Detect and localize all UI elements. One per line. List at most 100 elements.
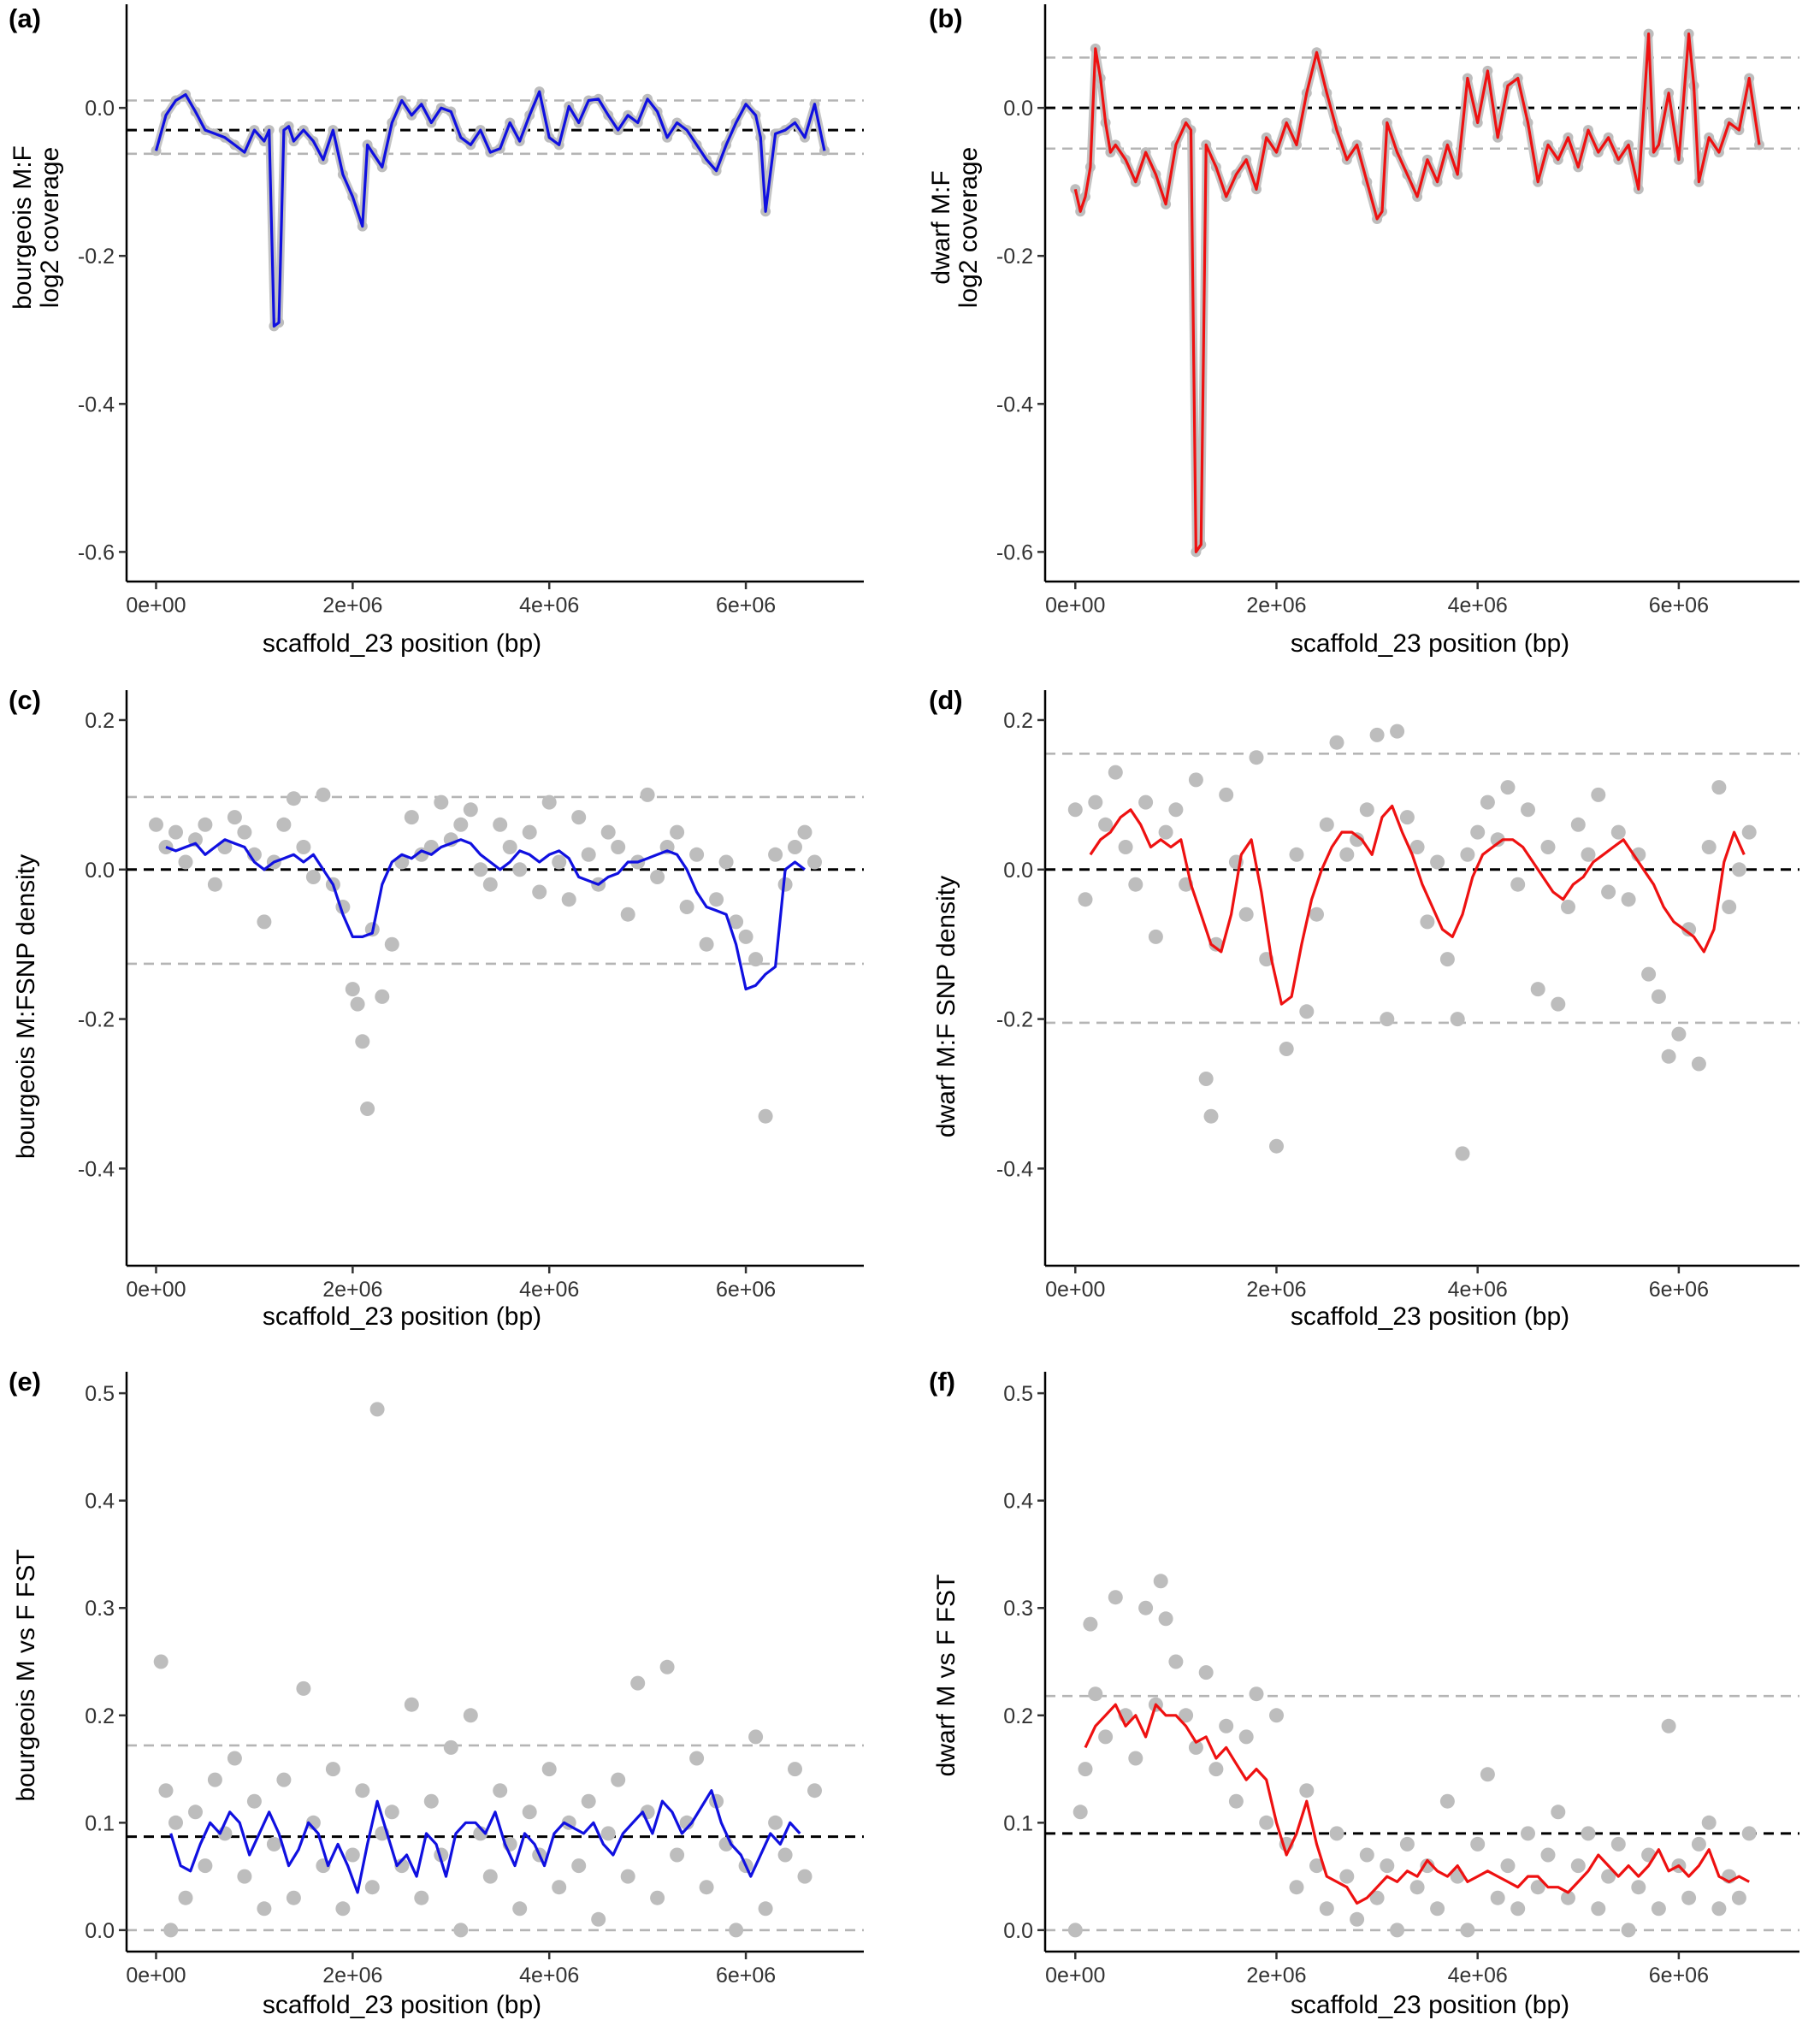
y-axis-title: dwarf M:F SNP density <box>932 876 960 1137</box>
data-point <box>807 1783 822 1799</box>
data-point <box>266 1836 281 1852</box>
data-point <box>1108 1590 1123 1605</box>
data-point <box>434 794 449 810</box>
y-axis-title: dwarf M vs F FST <box>932 1574 960 1777</box>
data-point <box>1551 996 1566 1012</box>
data-point <box>198 817 213 832</box>
data-point <box>1610 824 1626 840</box>
y-tick-label: 0.0 <box>85 97 115 121</box>
data-point <box>1390 1923 1405 1938</box>
x-tick-label: 6e+06 <box>716 594 776 617</box>
data-point <box>1269 1138 1284 1154</box>
data-point <box>305 1815 321 1830</box>
data-point <box>1570 817 1586 832</box>
x-axis-title: scaffold_23 position (bp) <box>263 1302 541 1331</box>
data-point <box>404 1697 419 1712</box>
data-point <box>163 1923 179 1938</box>
data-point <box>807 854 822 870</box>
data-point <box>296 1680 311 1696</box>
data-point <box>1691 1836 1706 1852</box>
data-point <box>611 1772 626 1787</box>
y-tick-label: 0.0 <box>1003 97 1033 121</box>
data-point <box>679 900 694 914</box>
data-point <box>788 1762 802 1777</box>
data-point <box>689 847 705 862</box>
data-point <box>1219 1718 1234 1734</box>
data-point <box>1510 877 1526 892</box>
data-point <box>1581 847 1596 862</box>
data-point <box>1691 1056 1706 1072</box>
y-axis-title-line-2: log2 coverage <box>36 147 64 308</box>
data-point <box>1409 1880 1425 1895</box>
x-tick-label: 4e+06 <box>1448 1964 1508 1988</box>
data-point <box>1581 1826 1596 1841</box>
data-point <box>1540 840 1556 854</box>
data-point <box>1359 1847 1374 1863</box>
data-point <box>384 1804 399 1820</box>
data-point <box>1208 1762 1224 1777</box>
data-point <box>1681 1890 1697 1905</box>
panel-tag: (b) <box>929 3 963 33</box>
data-point <box>423 1793 439 1809</box>
data-point <box>345 1847 360 1863</box>
data-point <box>1490 1890 1505 1905</box>
data-point <box>463 1708 478 1723</box>
data-point <box>1399 810 1415 825</box>
y-tick-label: 0.1 <box>1003 1811 1033 1835</box>
data-point <box>1339 847 1355 862</box>
data-point <box>581 1793 596 1809</box>
data-point <box>198 1858 213 1874</box>
data-point <box>1570 1858 1586 1874</box>
x-tick-label: 0e+00 <box>126 594 186 617</box>
x-tick-label: 0e+00 <box>126 1278 186 1302</box>
data-point <box>541 1762 557 1777</box>
data-point <box>168 824 183 840</box>
x-tick-label: 4e+06 <box>519 594 579 617</box>
data-point <box>571 810 587 825</box>
data-point <box>709 892 724 907</box>
y-tick-label: -0.2 <box>78 245 115 269</box>
data-point <box>758 1108 773 1124</box>
data-point <box>207 877 222 892</box>
data-point <box>699 936 714 952</box>
y-tick-label: 0.4 <box>1003 1490 1033 1514</box>
data-point <box>1078 1762 1093 1777</box>
x-tick-label: 6e+06 <box>1649 594 1709 617</box>
data-point <box>355 1034 370 1049</box>
data-point <box>369 1402 385 1417</box>
data-point <box>149 817 163 832</box>
data-point <box>1390 724 1405 739</box>
data-point <box>522 824 537 840</box>
data-point <box>335 1901 351 1917</box>
chart-e: (e) 0.0 0.1 0.2 0.3 0.4 0.5 0e+00 2e+06 4e+06 6e+… <box>9 1367 864 2019</box>
data-point <box>620 1869 635 1884</box>
data-point <box>394 1858 410 1874</box>
data-point <box>797 824 812 840</box>
data-point <box>1661 1718 1676 1734</box>
data-point <box>453 1923 469 1938</box>
data-point <box>188 1804 203 1820</box>
series-line <box>165 838 806 991</box>
data-point <box>493 817 508 832</box>
data-point <box>1289 1880 1304 1895</box>
data-point <box>1238 1729 1254 1745</box>
data-point <box>1671 1026 1687 1042</box>
data-point <box>276 1772 292 1787</box>
y-tick-label: -0.4 <box>78 393 115 416</box>
panel-tag: (e) <box>9 1367 41 1397</box>
data-point <box>512 1901 528 1917</box>
data-point <box>552 854 567 870</box>
x-tick-label: 0e+00 <box>1045 1278 1105 1302</box>
y-axis-title-line-1: dwarf M:F <box>927 170 955 284</box>
data-point <box>1380 1858 1395 1874</box>
data-point <box>1249 1686 1264 1702</box>
data-point <box>443 1739 458 1755</box>
data-point <box>1561 1890 1575 1905</box>
x-axis-title: scaffold_23 position (bp) <box>1291 629 1569 658</box>
y-axis-title-line-1: bourgeois M:F <box>9 145 37 310</box>
data-point <box>1153 1574 1168 1589</box>
data-point <box>679 1815 694 1830</box>
data-point <box>738 929 753 944</box>
data-point <box>1430 1901 1445 1917</box>
data-point <box>630 1675 646 1691</box>
